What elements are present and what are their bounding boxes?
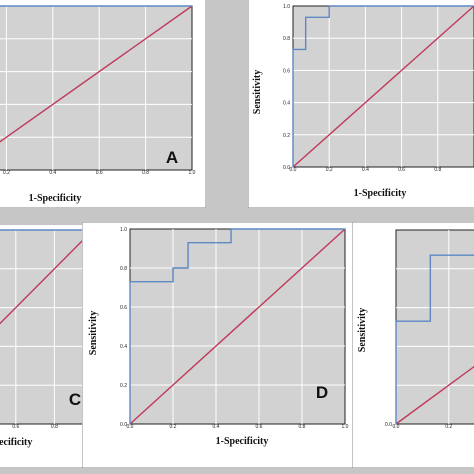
x-axis-title: 1-Specificity [354,188,407,199]
x-tick-label: 0.8 [51,424,58,430]
y-tick-label: 1.0 [120,227,127,233]
y-tick-label: 0.0 [120,422,127,428]
x-tick-label: 0.2 [3,170,10,176]
panel-c-reference-line [0,229,94,325]
y-axis-title: Sensitivity [357,308,368,352]
x-tick-label: 0.2 [445,424,452,430]
y-tick-label: 0.8 [120,266,127,272]
panel-e-plot-area [395,229,474,425]
y-axis-title: Sensitivity [88,311,99,355]
y-tick-label: 0.8 [283,36,290,42]
x-axis-title: 1-Specificity [29,193,82,204]
x-axis-title: 1-Specificity [0,437,32,448]
panel-label: D [316,383,328,402]
panel-e-reference-line [395,365,474,425]
panel-d-roc-curve [129,228,345,424]
y-tick-label: 0.4 [283,101,290,107]
x-tick-label: 0.8 [142,170,149,176]
x-tick-label: 0.0 [393,424,400,430]
x-tick-label: 0.6 [96,170,103,176]
x-tick-label: 1.0 [342,424,349,430]
y-tick-label: 1.0 [283,4,290,10]
panel-d-reference-line [129,228,346,425]
panel-a: 0.2 0.4 0.6 0.8 1.0 1-Specificity A [0,0,206,208]
y-tick-label: 0.6 [283,68,290,74]
x-tick-label: 0.2 [326,167,333,173]
y-tick-label: 0.0 [385,422,392,428]
x-tick-label: 0.6 [256,424,263,430]
x-tick-label: 0.2 [170,424,177,430]
panel-a-roc-curve [0,5,192,7]
panel-label: A [166,148,178,167]
y-tick-label: 0.2 [283,133,290,139]
y-axis-title: Sensitivity [252,70,263,114]
x-tick-label: 0.4 [213,424,220,430]
y-tick-label: 0.6 [120,305,127,311]
panel-b-reference-line [292,5,474,168]
x-axis-title: 1-Specificity [216,436,269,447]
x-tick-label: 0.6 [398,167,405,173]
y-tick-label: 0.2 [120,383,127,389]
x-tick-label: 0.0 [127,424,134,430]
panel-b-roc-curve [292,5,474,167]
panel-a-plot-area [0,5,193,171]
panel-a-reference-line [0,5,193,143]
panel-e-roc-curve [395,254,474,424]
x-tick-label: 0.0 [290,167,297,173]
x-tick-label: 1.0 [189,170,196,176]
panel-d: 0.0 0.2 0.4 0.6 0.8 1.0 0.0 0.2 0.4 0.6 0.8 1.0 1-Sp… [82,222,360,468]
x-tick-label: 0.6 [12,424,19,430]
x-tick-label: 0.8 [299,424,306,430]
y-tick-label: 0.0 [283,165,290,171]
panel-b: 0.0 0.2 0.4 0.6 0.8 0.0 0.2 0.4 0.6 0.8 1.0 1-Speci… [248,0,474,208]
x-tick-label: 0.4 [49,170,56,176]
panel-label: C [69,390,81,409]
x-tick-label: 0.8 [434,167,441,173]
y-tick-label: 0.4 [120,344,127,350]
x-tick-label: 0.4 [362,167,369,173]
